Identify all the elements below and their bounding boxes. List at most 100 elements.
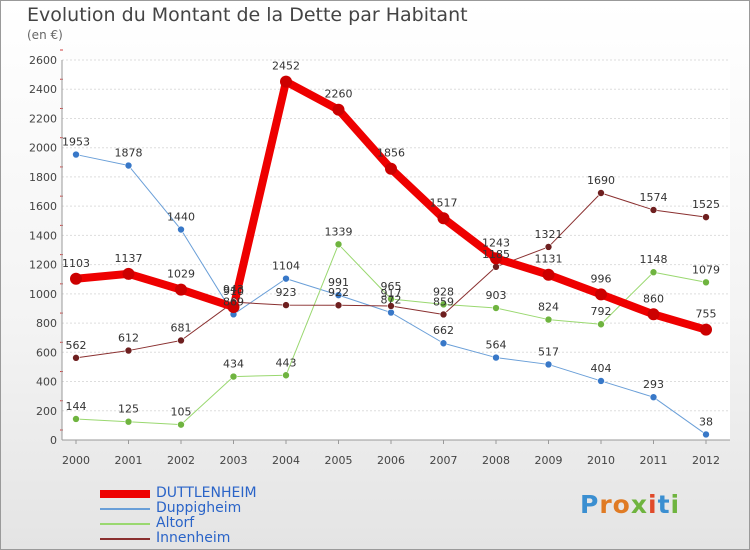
legend-label: Altorf [156,515,195,531]
data-label: 1339 [325,225,353,238]
x-tick-label: 2005 [325,454,353,467]
data-point [595,288,607,301]
y-tick-label: 200 [36,405,57,418]
data-point [70,272,82,285]
data-label: 869 [223,295,244,308]
y-tick-label: 1800 [29,171,57,184]
legend-label: Innenheim [156,530,231,546]
data-point [492,304,500,312]
y-tick-label: 1600 [29,200,57,213]
data-point [437,212,450,225]
data-label: 1574 [640,191,668,204]
data-point [492,263,500,271]
data-label: 1029 [167,268,195,281]
data-point [647,308,660,321]
data-point [439,310,448,319]
data-point [282,371,290,380]
logo-letter: i [648,490,658,519]
plot-area [62,60,730,440]
data-label: 1321 [535,228,563,241]
data-point [702,278,710,287]
data-point [649,206,658,214]
y-tick-label: 2400 [29,83,57,96]
data-label: 996 [591,272,612,285]
data-label: 872 [381,294,402,307]
x-tick-label: 2006 [377,454,405,467]
data-label: 1137 [115,252,143,265]
data-point [649,268,658,277]
data-point [177,420,185,429]
y-tick-label: 600 [36,346,57,359]
logo-letter: i [670,490,681,519]
data-point [492,353,500,362]
data-point [544,315,553,324]
data-label: 1953 [62,136,90,149]
data-point [177,336,185,345]
data-label: 2260 [325,88,353,101]
data-point [175,283,187,296]
data-label: 1148 [640,253,668,266]
data-point [702,213,710,221]
data-label: 144 [66,400,87,413]
data-label: 910 [223,285,244,298]
data-point [700,323,712,336]
data-label: 922 [328,286,349,299]
data-label: 443 [276,356,297,369]
data-label: 562 [66,339,87,352]
data-label: 1131 [535,253,563,266]
data-point [649,393,658,401]
data-point [334,291,343,299]
data-point [282,301,290,309]
x-tick-label: 2007 [430,454,458,467]
data-label: 1079 [692,263,720,276]
data-point [72,354,80,362]
y-tick-label: 2200 [29,112,57,125]
data-label: 105 [171,406,192,419]
legend-label: DUTTLENHEIM [156,485,257,501]
data-point [72,415,80,423]
data-point [542,268,555,281]
data-label: 755 [696,308,717,321]
data-label: 1243 [482,236,510,249]
data-label: 923 [276,286,297,299]
data-point [490,252,502,265]
data-label: 1525 [692,198,720,211]
data-label: 125 [118,403,139,416]
x-tick-label: 2004 [272,454,300,467]
data-label: 1103 [62,257,90,270]
data-point [597,320,605,329]
logo-letter: o [612,490,631,519]
data-point [280,75,292,88]
data-label: 434 [223,358,244,371]
data-point [544,243,553,251]
y-tick-label: 0 [50,434,57,447]
x-tick-label: 2010 [587,454,615,467]
data-point [124,161,133,170]
logo-letter: x [630,490,648,519]
x-tick-label: 2001 [115,454,143,467]
data-point [385,162,397,175]
data-label: 860 [643,292,664,305]
data-label: 404 [591,362,612,375]
data-point [702,430,710,439]
data-point [122,267,135,280]
y-tick-label: 1000 [29,288,57,301]
data-label: 991 [328,276,349,289]
data-label: 965 [381,280,402,293]
data-point [387,302,395,310]
legend-label: Duppigheim [156,500,242,516]
data-point [387,308,395,317]
legend-swatch [100,489,150,498]
data-point [282,274,290,283]
data-point [334,240,343,249]
data-point [72,150,80,159]
data-point [227,301,240,313]
data-label: 517 [538,345,559,358]
data-point [229,372,238,381]
data-point [597,189,605,197]
data-label: 1440 [167,211,195,224]
data-point [177,225,185,234]
y-tick-label: 1200 [29,259,57,272]
data-label: 928 [433,285,454,298]
y-tick-label: 1400 [29,229,57,242]
